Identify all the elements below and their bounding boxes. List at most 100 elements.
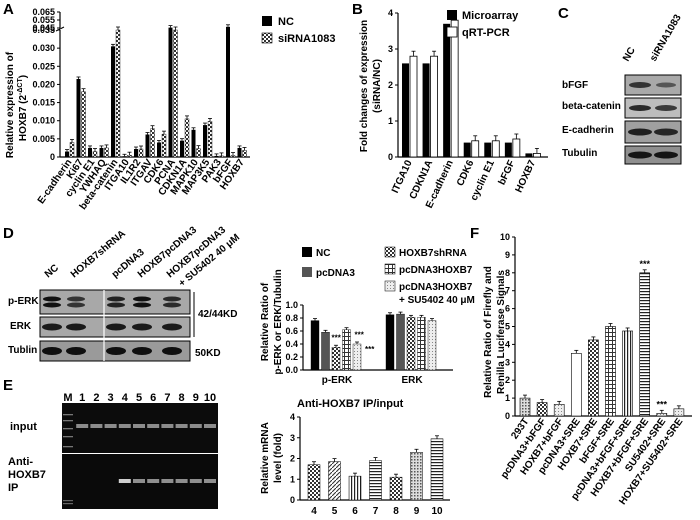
y-tick-label: 0.4 xyxy=(285,339,298,349)
y-tick-label: 0.0 xyxy=(285,365,298,375)
panel-c-row-bfgf: bFGF xyxy=(562,80,588,91)
panel-c: C NC siRNA1083 bFGF beta-catenin E-cadhe… xyxy=(558,5,684,165)
blot-c-betacatenin xyxy=(624,97,682,119)
y-tick-label: 2 xyxy=(388,80,393,90)
panel-d-letter: D xyxy=(3,225,14,242)
bar-nc xyxy=(76,78,81,157)
x-tick-label: 7 xyxy=(373,506,379,517)
band-erk xyxy=(132,323,152,331)
bar-sirna xyxy=(196,148,201,158)
bar-0 xyxy=(310,320,320,371)
band-erk xyxy=(106,323,126,331)
bar-nc xyxy=(203,125,207,157)
significance-star: *** xyxy=(355,331,365,340)
bar-qrtpcr xyxy=(512,138,521,158)
band-perk-lower xyxy=(163,302,181,308)
x-tick-label: CDK6 xyxy=(455,158,477,188)
legend-swatch-qrtpcr xyxy=(446,26,458,38)
y-tick-label: 1 xyxy=(388,116,393,126)
legend-swatch-su5402 xyxy=(384,280,396,292)
bar-4 xyxy=(352,343,362,371)
legend-swatch-sirna xyxy=(261,32,273,44)
bar xyxy=(622,330,633,417)
panel-e-ylabel: Relative mRNA xyxy=(260,422,271,494)
bar-microarray xyxy=(525,153,533,157)
bar-qrtpcr xyxy=(471,140,480,158)
band-perk-lower xyxy=(133,302,151,308)
bar xyxy=(519,397,531,417)
y-tick-label: 0.025 xyxy=(32,61,55,71)
x-tick-label: ERK xyxy=(401,375,423,386)
panel-d-row-tublin: Tublin xyxy=(8,345,37,356)
bar xyxy=(410,452,423,501)
panel-d-ylabel: Relative Ratio of xyxy=(260,282,271,361)
legend-d-shrna: HOXB7shRNA xyxy=(399,248,467,259)
panel-e-ylabel-2: level (fold) xyxy=(273,433,284,483)
y-tick-label: 1 xyxy=(505,393,510,403)
panel-c-col-nc: NC xyxy=(621,45,638,63)
panel-e-chart: Anti-HOXB7 IP/input Relative mRNA level … xyxy=(260,398,450,517)
legend-d-pcdna3hoxb7: pcDNA3HOXB7 xyxy=(399,265,473,276)
band-perk-upper xyxy=(133,296,151,302)
y-tick-label: 3 xyxy=(290,433,295,443)
bar-nc xyxy=(180,140,184,157)
band-ip xyxy=(175,479,188,483)
bar-nc xyxy=(88,147,92,157)
band-ip xyxy=(189,479,202,483)
ladder-band xyxy=(63,414,73,416)
bar-sirna xyxy=(219,155,224,158)
y-tick-label: 0.065 xyxy=(32,7,55,17)
x-tick-label: 6 xyxy=(352,506,358,517)
panel-c-row-tubulin: Tubulin xyxy=(562,148,597,159)
panel-f: F Relative Ratio of Firefly and Renilla … xyxy=(470,225,692,507)
y-tick-label: 1 xyxy=(290,474,295,484)
band-tublin xyxy=(42,347,62,355)
bar-1 xyxy=(396,313,405,371)
bar-1 xyxy=(321,332,330,371)
panel-f-ylabel-2: Renilla Luciferase Signals xyxy=(496,270,507,394)
legend-label-nc: NC xyxy=(278,16,294,28)
y-tick-label: 8 xyxy=(505,268,510,278)
panel-e-chart-title: Anti-HOXB7 IP/input xyxy=(297,398,404,410)
y-tick-label: 2 xyxy=(290,454,295,464)
bar xyxy=(348,475,362,501)
bar-nc xyxy=(145,134,150,157)
y-tick-label: 1.0 xyxy=(285,300,298,310)
x-tick-label: 4 xyxy=(311,506,317,517)
panel-d-size-50: 50KD xyxy=(195,348,221,359)
band-input xyxy=(76,424,89,428)
bar-3 xyxy=(342,329,351,371)
bar xyxy=(570,353,582,417)
y-tick-label: 9 xyxy=(505,250,510,260)
panel-d-row-perk: p-ERK xyxy=(8,296,39,307)
ladder-band xyxy=(63,436,73,438)
bar-qrtpcr xyxy=(430,55,438,158)
panel-d-legend: NC pcDNA3 HOXB7shRNA pcDNA3HOXB7 pcDNA3H… xyxy=(302,246,475,306)
band-tublin xyxy=(66,347,86,355)
bar xyxy=(639,272,651,417)
band-tublin xyxy=(132,347,152,355)
legend-swatch-pcdna3hoxb7 xyxy=(384,263,396,275)
panel-d: D NC HOXB7shRNA pcDNA3 HOXB7pcDNA3 HOXB7… xyxy=(3,224,242,362)
band-perk-upper xyxy=(107,296,125,302)
legend-d-nc: NC xyxy=(316,248,330,259)
band-ip xyxy=(133,479,145,483)
y-tick-label: 0.8 xyxy=(285,313,298,323)
blot-c-tubulin xyxy=(624,145,682,165)
y-tick-label: 0 xyxy=(505,411,510,421)
ladder-band xyxy=(63,420,73,422)
bar-sirna xyxy=(161,133,167,158)
band xyxy=(655,105,677,111)
y-tick-label: 7 xyxy=(505,286,510,296)
bar-2 xyxy=(406,317,416,371)
bar xyxy=(328,461,341,501)
x-tick-label: 9 xyxy=(414,506,420,517)
band-input xyxy=(189,424,202,428)
bar-nc xyxy=(168,27,173,157)
legend-swatch-pcdna3 xyxy=(302,267,312,277)
y-tick-label: 3 xyxy=(505,357,510,367)
bar xyxy=(389,476,403,501)
panel-a-letter: A xyxy=(3,1,14,18)
panel-b-legend: Microarray qRT-PCR xyxy=(446,10,519,39)
bar-sirna xyxy=(230,155,236,158)
